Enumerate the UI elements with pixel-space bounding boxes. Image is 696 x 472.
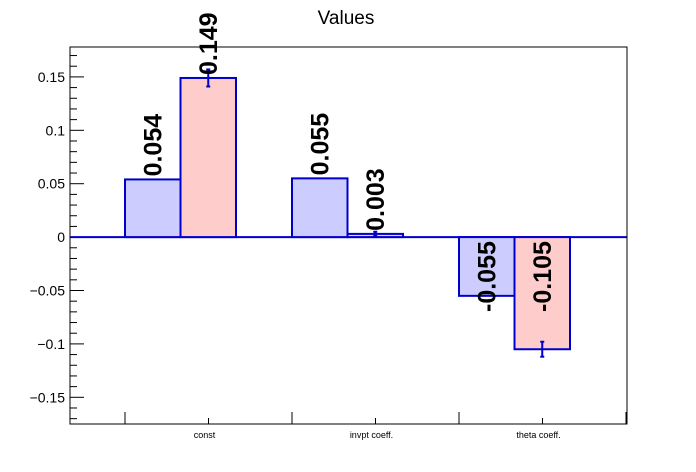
- plot-frame: [69, 46, 628, 425]
- plot-area: 0.15 0.1 0.05 0 −0.05 −0.1 −0.15 const invpt coe…: [30, 12, 627, 440]
- y-tick-label: 0.1: [46, 122, 66, 138]
- y-tick-label: −0.15: [30, 389, 66, 405]
- x-category-label: theta coeff.: [516, 430, 560, 440]
- x-category-label: invpt coeff.: [350, 430, 393, 440]
- y-tick-label: −0.05: [30, 283, 66, 299]
- data-label: 0.003: [362, 168, 390, 231]
- bar: [179, 76, 237, 239]
- y-tick-label: 0.15: [38, 69, 65, 85]
- y-tick-label: −0.1: [37, 336, 65, 352]
- bar: [291, 177, 349, 239]
- data-label: 0.054: [140, 114, 168, 177]
- x-category-label: const: [194, 430, 216, 440]
- bar: [124, 178, 182, 239]
- bar: [458, 236, 516, 297]
- chart-title: Values: [318, 8, 375, 29]
- data-label: 0.055: [307, 113, 335, 176]
- y-tick-label: 0: [57, 229, 65, 245]
- y-tick-label: 0.05: [38, 176, 65, 192]
- data-label: -0.105: [529, 241, 557, 312]
- data-label: -0.055: [474, 241, 502, 312]
- bar: [513, 236, 571, 351]
- data-label: 0.149: [195, 12, 223, 75]
